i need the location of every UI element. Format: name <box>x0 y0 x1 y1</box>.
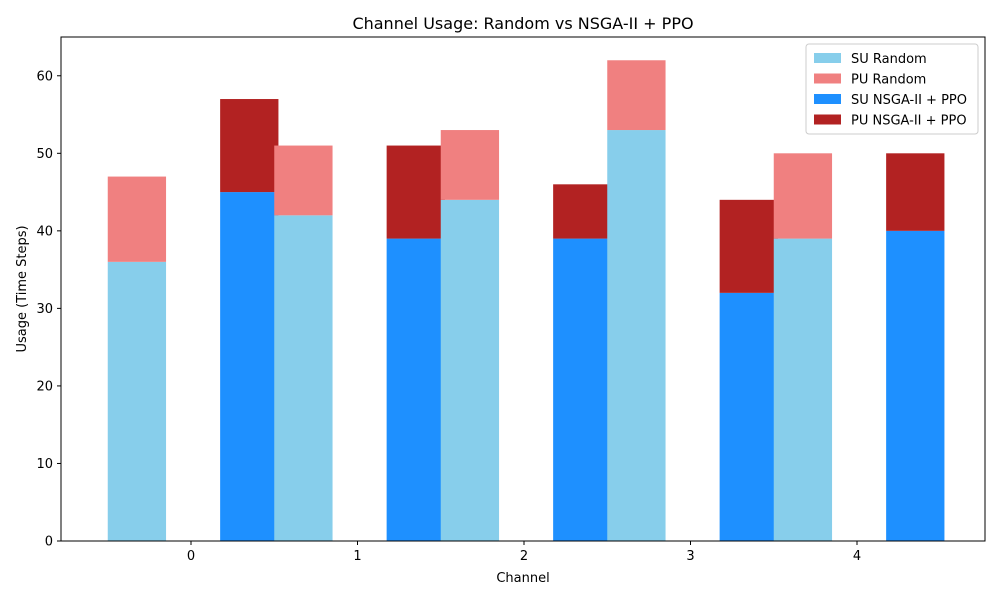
bar-pu-nsga-ii-ppo-ch1 <box>386 145 445 239</box>
bar-pu-nsga-ii-ppo-ch2 <box>553 184 612 239</box>
bar-su-random-ch0 <box>107 261 167 541</box>
y-tick-label-30: 30 <box>36 302 53 317</box>
bar-pu-nsga-ii-ppo-ch0 <box>220 99 279 193</box>
y-tick-label-50: 50 <box>36 147 53 162</box>
bar-su-nsga-ii-ppo-ch0 <box>220 192 279 542</box>
x-tick-label-1: 1 <box>353 549 361 564</box>
y-tick-label-10: 10 <box>36 457 53 472</box>
bars-layer <box>107 60 945 542</box>
x-tick-label-2: 2 <box>520 549 528 564</box>
chart-title: Channel Usage: Random vs NSGA-II + PPO <box>352 14 693 33</box>
x-axis-label: Channel <box>496 571 549 586</box>
legend-swatch-1 <box>814 73 841 84</box>
bar-pu-random-ch0 <box>107 176 167 262</box>
legend-swatch-2 <box>814 94 841 104</box>
bar-su-nsga-ii-ppo-ch3 <box>719 292 778 541</box>
legend-swatch-3 <box>814 114 841 125</box>
legend-label-0: SU Random <box>851 52 927 67</box>
legend-label-3: PU NSGA-II + PPO <box>851 114 967 129</box>
x-axis-ticks: 0 1 2 3 4 <box>187 541 861 564</box>
x-tick-label-4: 4 <box>853 549 861 564</box>
legend-box <box>805 43 979 135</box>
legend: SU Random PU Random SU NSGA-II + PPO PU NSG… <box>805 43 979 135</box>
bar-pu-random-ch1 <box>274 145 333 216</box>
bar-su-nsga-ii-ppo-ch1 <box>386 238 445 541</box>
plot-frame <box>60 36 986 542</box>
y-tick-label-40: 40 <box>36 224 53 239</box>
bar-pu-nsga-ii-ppo-ch4 <box>886 153 945 231</box>
legend-label-1: PU Random <box>851 73 926 88</box>
y-tick-label-20: 20 <box>36 379 53 394</box>
bar-su-random-ch3 <box>607 130 666 542</box>
bar-pu-nsga-ii-ppo-ch3 <box>719 199 778 293</box>
bar-pu-random-ch4 <box>773 153 833 239</box>
x-tick-label-0: 0 <box>187 549 195 564</box>
bar-su-nsga-ii-ppo-ch2 <box>553 238 612 541</box>
bar-pu-random-ch2 <box>440 130 500 200</box>
bar-su-random-ch4 <box>773 238 833 541</box>
bar-pu-random-ch3 <box>607 60 666 131</box>
bar-su-random-ch2 <box>440 199 500 542</box>
y-tick-label-60: 60 <box>36 69 53 84</box>
y-axis-ticks: 0 10 20 30 40 50 60 <box>36 69 61 550</box>
bar-su-nsga-ii-ppo-ch4 <box>886 230 945 541</box>
legend-label-2: SU NSGA-II + PPO <box>851 93 967 108</box>
y-tick-label-0: 0 <box>45 535 53 550</box>
bar-su-random-ch1 <box>274 215 333 542</box>
y-axis-label: Usage (Time Steps) <box>15 225 30 352</box>
x-tick-label-3: 3 <box>686 549 694 564</box>
legend-swatch-0 <box>814 53 841 63</box>
